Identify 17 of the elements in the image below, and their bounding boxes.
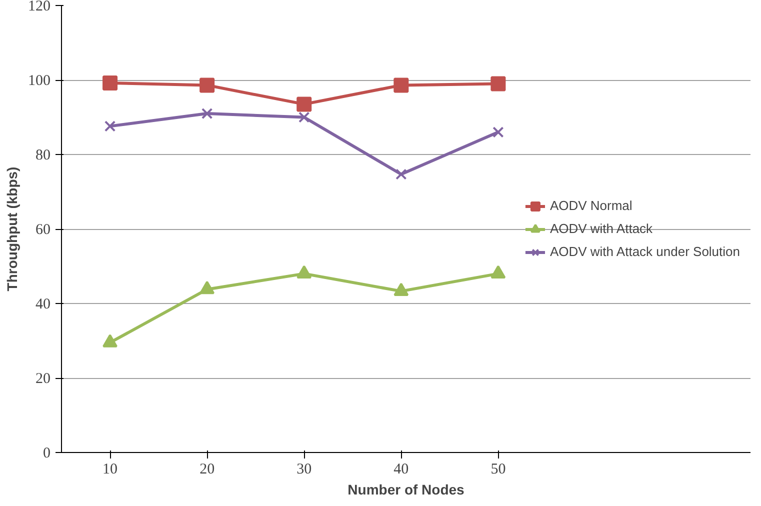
legend-label: AODV Normal: [550, 198, 632, 213]
y-axis-title: Throughput (kbps): [4, 166, 20, 292]
y-tick-label: 20: [36, 371, 50, 387]
y-tick-label: 120: [28, 0, 50, 14]
y-tick-label: 60: [36, 222, 50, 238]
y-tick-label: 100: [28, 73, 50, 89]
y-tick-label: 80: [36, 148, 50, 164]
x-axis-title: Number of Nodes: [348, 482, 465, 498]
x-tick-label: 30: [296, 462, 312, 478]
y-tick-label: 0: [43, 446, 50, 462]
legend-label: AODV with Attack under Solution: [550, 244, 740, 259]
x-tick-label: 40: [394, 462, 409, 478]
legend-label: AODV with Attack: [550, 221, 653, 236]
x-tick-label: 20: [200, 462, 215, 478]
x-tick-label: 10: [102, 462, 118, 478]
y-tick-label: 40: [36, 296, 50, 312]
x-tick-label: 50: [490, 462, 506, 478]
